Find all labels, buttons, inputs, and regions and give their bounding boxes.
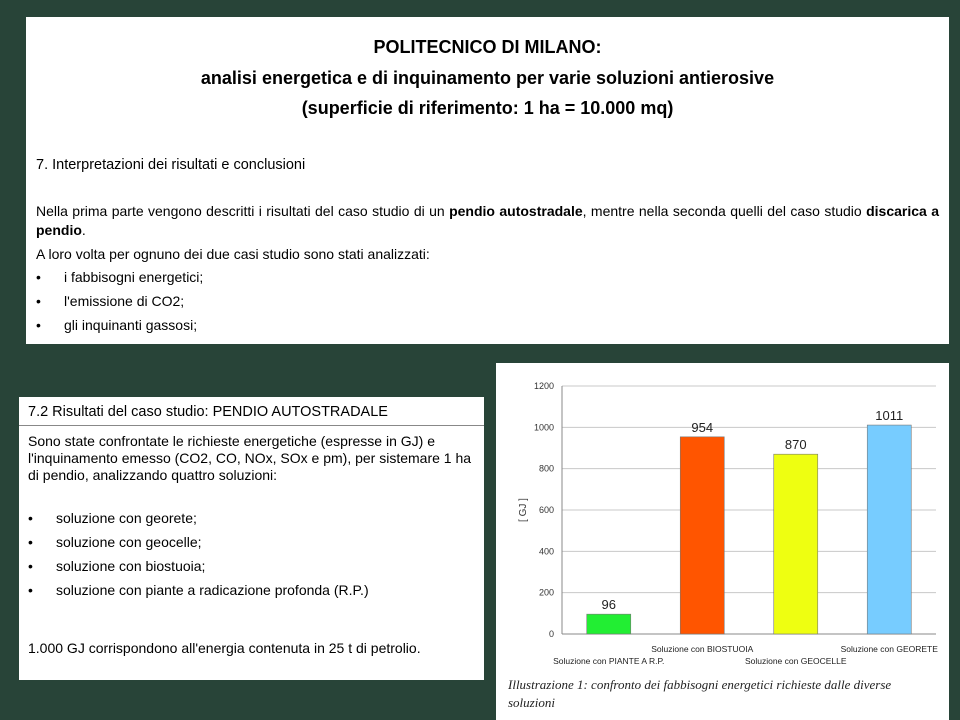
y-tick-label: 400 [539,546,554,556]
divider [19,425,484,426]
bullet-icon: • [36,293,41,309]
intro-text-e: . [81,222,86,238]
bar [866,424,912,635]
intro-text-a: Nella prima parte vengono descritti i ri… [36,203,450,219]
list-item-text: soluzione con georete; [56,510,197,526]
intro-bold-pendio: pendio autostradale [449,203,583,219]
list-item: • l'emissione di CO2; [36,293,184,309]
category-label: Soluzione con GEOCELLE [745,656,847,666]
list-item: • soluzione con piante a radicazione prof… [28,582,369,598]
list-item-text: gli inquinanti gassosi; [64,317,198,333]
y-tick-label: 800 [539,464,554,474]
list-item-text: soluzione con piante a radicazione profo… [56,582,369,598]
bar [773,453,819,635]
category-label: Soluzione con GEORETE [841,644,939,654]
bullet-icon: • [28,582,33,598]
list-item: • i fabbisogni energetici; [36,269,203,285]
y-tick-label: 200 [539,588,554,598]
list-item: • soluzione con georete; [28,510,197,526]
list-item-text: i fabbisogni energetici; [64,269,204,285]
header-line-2: analisi energetica e di inquinamento per… [200,68,775,88]
header-line-1: POLITECNICO DI MILANO: [373,37,602,57]
bullet-icon: • [36,317,41,333]
list-item-text: soluzione con geocelle; [56,534,202,550]
data-label: 96 [602,597,616,612]
y-tick-label: 0 [549,629,554,639]
header-line-3: (superficie di riferimento: 1 ha = 10.00… [301,98,674,118]
list-item: • gli inquinanti gassosi; [36,317,197,333]
data-label: 1011 [875,408,903,423]
category-label: Soluzione con BIOSTUOIA [651,644,753,654]
section-7-title: 7. Interpretazioni dei risultati e concl… [36,157,306,173]
intro-text-c: , mentre nella seconda quelli del caso s… [582,203,867,219]
section-7-2-title: 7.2 Risultati del caso studio: PENDIO AU… [28,404,388,420]
bullet-icon: • [28,534,33,550]
chart-panel: 0 200 400 600 800 1000 1200 [ GJ ] 96 Soluzione c… [496,363,949,720]
list-item: • soluzione con biostuoia; [28,558,205,574]
results-paragraph: Sono state confrontate le richieste ener… [28,433,472,483]
y-axis-label: [ GJ ] [518,498,529,522]
y-tick-label: 1000 [534,422,554,432]
list-item: • soluzione con geocelle; [28,534,202,550]
intro-panel: POLITECNICO DI MILANO: analisi energetic… [26,17,949,344]
y-tick-label: 600 [539,505,554,515]
intro-bold-discarica: discarica a pendio [36,203,939,238]
results-panel: 7.2 Risultati del caso studio: PENDIO AU… [19,397,484,680]
bullet-icon: • [28,558,33,574]
bullet-icon: • [36,269,41,285]
bullet-icon: • [28,510,33,526]
list-item-text: soluzione con biostuoia; [56,558,206,574]
bar [679,436,725,635]
list-item-text: l'emissione di CO2; [64,293,185,309]
chart-caption: Illustrazione 1: confronto dei fabbisogn… [508,677,892,710]
energy-bar-chart: 0 200 400 600 800 1000 1200 [ GJ ] 96 Soluzione c… [518,381,939,666]
bar [586,613,632,635]
energy-equivalence-note: 1.000 GJ corrispondono all'energia conte… [28,640,421,656]
y-tick-label: 1200 [534,381,554,391]
data-label: 870 [785,437,807,452]
section-7-intro-2: A loro volta per ognuno dei due casi stu… [36,246,430,262]
data-label: 954 [691,420,713,435]
section-7-intro: Nella prima parte vengono descritti i ri… [36,202,939,240]
category-label: Soluzione con PIANTE A R.P. [553,656,664,666]
